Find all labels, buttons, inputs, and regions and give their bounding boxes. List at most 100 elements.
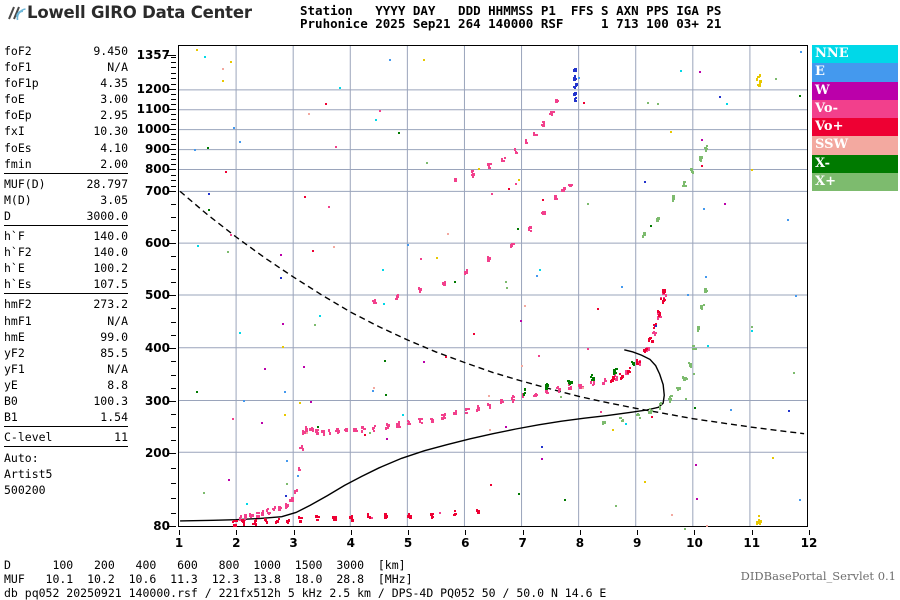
y-minor-tick	[171, 174, 176, 176]
scatter-point	[302, 429, 304, 432]
noise-pixel	[692, 372, 695, 375]
noise-pixel	[238, 141, 241, 144]
scatter-point	[276, 520, 279, 523]
scatter-point	[351, 518, 355, 522]
param-value: 273.2	[93, 297, 128, 312]
scatter-point	[534, 134, 538, 137]
scatter-point	[372, 302, 375, 305]
y-minor-tick	[171, 119, 176, 120]
param-value: 107.5	[93, 277, 128, 292]
param-key: foF1	[4, 60, 32, 75]
scatter-point	[550, 113, 553, 116]
noise-pixel	[208, 208, 211, 211]
scatter-point	[632, 361, 635, 364]
scatter-point	[266, 508, 269, 512]
scatter-point	[658, 316, 662, 319]
y-minor-tick	[171, 269, 176, 270]
y-minor-tick	[171, 89, 176, 90]
legend-item-w[interactable]: W	[812, 81, 898, 100]
station-header-labels: Station YYYY DAY DDD HHMMSS P1 FFS S AXN…	[300, 3, 722, 18]
autoscaler-label: Auto:	[4, 451, 39, 466]
scatter-point	[620, 374, 624, 377]
noise-pixel	[473, 332, 476, 335]
noise-pixel	[705, 276, 707, 279]
scatter-point	[534, 393, 538, 396]
noise-pixel	[650, 225, 653, 228]
x-tick-mark	[179, 530, 180, 535]
legend-item-x[interactable]: X+	[812, 173, 898, 192]
y-minor-tick	[171, 185, 176, 187]
scatter-point	[501, 400, 505, 403]
param-row-b1: B1 1.54	[4, 409, 128, 425]
noise-pixel	[751, 168, 754, 171]
scatter-point	[240, 519, 243, 523]
scatter-point	[441, 413, 445, 416]
scatter-point	[556, 99, 559, 102]
y-minor-tick	[171, 72, 176, 74]
scatter-point	[658, 216, 661, 220]
legend-item-label: E	[815, 64, 825, 80]
param-key: M(D)	[4, 192, 32, 207]
station-header-values: Pruhonice 2025 Sep21 264 140000 RSF 1 71…	[300, 16, 722, 31]
y-minor-tick	[171, 67, 176, 69]
legend-item-e[interactable]: E	[812, 63, 898, 82]
scatter-point	[705, 290, 707, 293]
scatter-point	[664, 294, 667, 297]
scatter-point	[529, 225, 532, 229]
scatter-point	[335, 519, 337, 522]
scatter-point	[692, 344, 696, 347]
y-tick-label: 1357	[136, 48, 170, 62]
scatter-point	[636, 362, 639, 365]
legend-item-vo[interactable]: Vo+	[812, 118, 898, 137]
scatter-point	[298, 515, 301, 519]
scatter-point	[590, 378, 593, 381]
scatter-point	[702, 304, 705, 307]
y-minor-tick	[171, 498, 176, 500]
scatter-point	[544, 386, 548, 390]
polarization-legend[interactable]: NNE E W Vo- Vo+ SSW X- X+	[812, 45, 898, 192]
scatter-point	[755, 520, 758, 524]
scatter-point	[659, 312, 662, 316]
scatter-point	[660, 402, 663, 406]
scatter-point	[573, 85, 576, 89]
noise-pixel	[285, 494, 287, 497]
noise-pixel	[705, 525, 708, 528]
scatter-point	[304, 431, 307, 434]
scatter-point	[613, 371, 616, 375]
scatter-point	[658, 311, 661, 314]
scatter-point	[668, 397, 671, 400]
scatter-point	[521, 395, 524, 398]
legend-item-ssw[interactable]: SSW	[812, 136, 898, 155]
scatter-point	[455, 180, 458, 183]
scatter-point	[648, 336, 652, 339]
scatter-point	[373, 299, 376, 303]
y-minor-tick	[171, 361, 176, 363]
noise-pixel	[195, 49, 198, 52]
y-minor-tick	[171, 94, 176, 95]
scatter-point	[556, 385, 559, 389]
scatter-point	[659, 296, 662, 299]
scatter-point	[511, 397, 514, 401]
scatter-point	[647, 412, 650, 415]
scatter-point	[656, 217, 659, 221]
noise-pixel	[696, 498, 699, 501]
scatter-point	[455, 512, 458, 515]
legend-item-x[interactable]: X-	[812, 154, 898, 174]
scatter-point	[527, 227, 531, 230]
param-value: 4.10	[100, 140, 128, 155]
y-minor-tick	[171, 78, 176, 80]
noise-pixel	[487, 394, 490, 397]
scatter-point	[573, 78, 577, 82]
scatter-point	[500, 399, 503, 402]
scatter-point	[398, 421, 401, 424]
scatter-point	[574, 82, 578, 86]
scatter-point	[430, 419, 433, 423]
scatter-point	[511, 399, 514, 403]
scatter-point	[316, 432, 320, 435]
param-row-hme: hmE 99.0	[4, 329, 128, 345]
ionogram-plot[interactable]	[178, 45, 808, 530]
y-minor-tick	[171, 401, 176, 402]
legend-item-nne[interactable]: NNE	[812, 45, 898, 64]
legend-item-vo[interactable]: Vo-	[812, 99, 898, 119]
scatter-point	[625, 369, 628, 373]
